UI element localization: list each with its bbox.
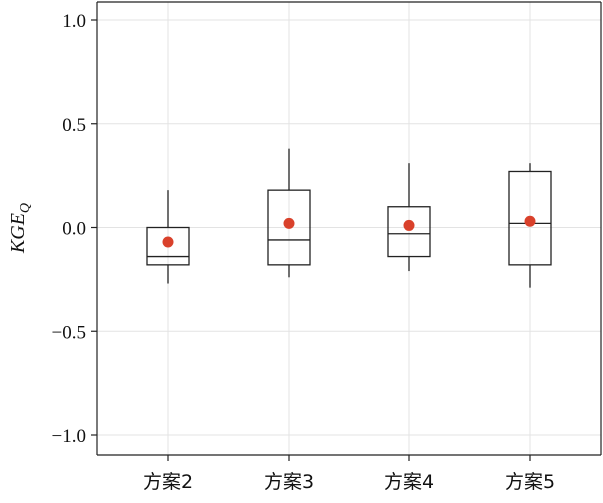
x-tick-label: 方案5: [505, 471, 555, 493]
box-1: [146, 190, 190, 284]
box-4: [508, 163, 552, 288]
y-tick-label: −0.5: [52, 322, 86, 343]
grid-lines: [97, 2, 601, 455]
y-tick-label: 1.0: [62, 11, 86, 32]
axes: [96, 1, 602, 456]
box-2: [267, 148, 311, 278]
x-tick-label: 方案3: [264, 471, 314, 493]
y-axis-label-subscript: Q: [18, 203, 33, 213]
y-axis-label-main: KGE: [7, 213, 29, 254]
mean-point: [162, 236, 174, 248]
x-tick-label: 方案4: [384, 471, 434, 493]
x-tick-label: 方案2: [143, 471, 193, 493]
y-ticks: 1.0 0.5 0.0 −0.5 −1.0: [52, 11, 97, 447]
y-tick-label: 0.5: [62, 115, 86, 136]
boxes-group: [146, 148, 552, 288]
box-3: [387, 163, 431, 272]
box-iqr: [508, 170, 552, 266]
box-iqr: [387, 206, 431, 258]
box-iqr: [267, 189, 311, 266]
y-tick-label: 0.0: [62, 219, 86, 240]
box-iqr: [146, 226, 190, 266]
x-ticks: 方案2 方案3 方案4 方案5: [143, 455, 555, 493]
y-tick-label: −1.0: [52, 426, 86, 447]
y-axis-label: KGEQ: [7, 203, 33, 254]
mean-point: [403, 219, 415, 231]
mean-point: [283, 217, 295, 229]
mean-point: [524, 215, 536, 227]
